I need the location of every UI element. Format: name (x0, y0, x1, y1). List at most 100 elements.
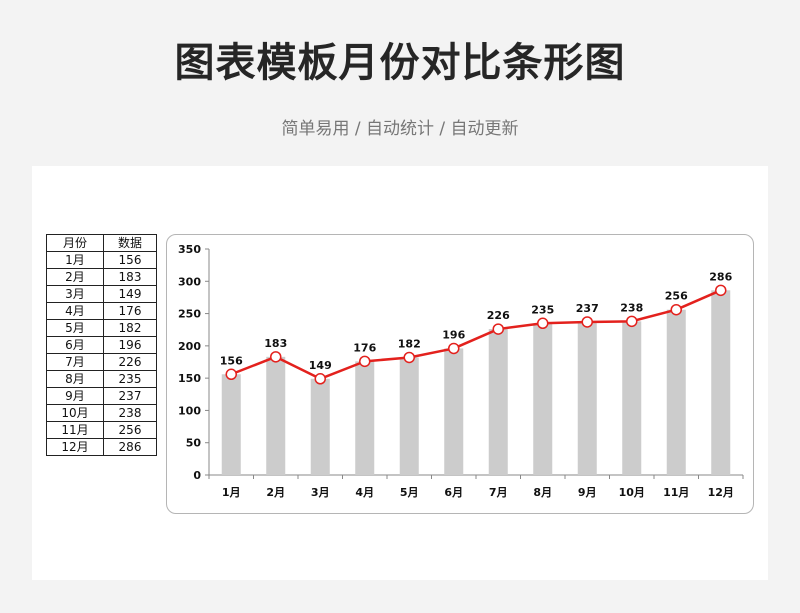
bar (221, 374, 241, 475)
table-body: 1月 156 2月 183 3月 149 4月 176 5月 182 6月 196 7月 226 8月 235… (46, 251, 157, 456)
value-cell: 238 (103, 404, 157, 422)
data-table: 月份 数据 1月 156 2月 183 3月 149 4月 176 5月 182 6月 196 7月 22… (46, 234, 157, 456)
value-cell: 286 (103, 438, 157, 456)
table-row: 2月 183 (46, 268, 157, 286)
line-point (270, 351, 282, 363)
table-header-row: 月份 数据 (46, 234, 157, 252)
value-cell: 196 (103, 336, 157, 354)
line-point (403, 351, 415, 364)
content-card: 月份 数据 1月 156 2月 183 3月 149 4月 176 5月 182 6月 196 7月 22… (32, 166, 768, 580)
line-point (670, 303, 682, 316)
table-row: 7月 226 (46, 353, 157, 371)
table-row: 4月 176 (46, 302, 157, 320)
month-cell: 11月 (46, 421, 104, 439)
value-cell: 182 (103, 319, 157, 337)
bar (355, 361, 375, 475)
bar (444, 348, 464, 475)
line-point (359, 355, 371, 368)
bar (533, 323, 553, 475)
bar (310, 378, 330, 475)
month-cell: 3月 (46, 285, 104, 303)
bar (488, 329, 508, 475)
x-tick-label: 2月 (266, 486, 285, 499)
value-cell: 237 (103, 387, 157, 405)
line-point (492, 323, 504, 335)
y-tick-label: 350 (178, 243, 201, 256)
bar (577, 321, 597, 475)
y-tick-label: 300 (178, 275, 201, 288)
data-label: 149 (309, 359, 332, 372)
month-cell: 9月 (46, 387, 104, 405)
chart-frame: 0 50 100 150 200 250 300 350 1月 2月 3月 4月 5月 6月 7月 8月 9月 1… (166, 234, 754, 514)
table-row: 9月 237 (46, 387, 157, 405)
data-label: 183 (264, 337, 287, 350)
y-tick-label: 200 (178, 340, 201, 353)
month-column-header: 月份 (46, 234, 104, 252)
combo-chart: 0 50 100 150 200 250 300 350 1月 2月 3月 4月 5月 6月 7月 8月 9月 1… (178, 243, 744, 499)
line-point (715, 284, 727, 297)
x-tick-label: 8月 (533, 486, 552, 499)
y-tick-label: 250 (178, 308, 201, 321)
table-row: 11月 256 (46, 421, 157, 439)
x-tick-label: 9月 (578, 486, 597, 499)
table-row: 10月 238 (46, 404, 157, 422)
y-tick-label: 150 (178, 372, 201, 385)
data-label: 237 (576, 302, 599, 315)
bar (266, 356, 286, 475)
line-point (581, 316, 593, 328)
table-row: 5月 182 (46, 319, 157, 337)
data-label: 256 (665, 290, 688, 303)
value-cell: 235 (103, 370, 157, 388)
bar (622, 321, 642, 475)
page-title: 图表模板月份对比条形图 (174, 40, 626, 86)
data-label: 235 (531, 303, 554, 316)
bar (399, 357, 419, 475)
month-cell: 5月 (46, 319, 104, 337)
x-tick-label: 7月 (489, 486, 508, 499)
data-label: 182 (398, 337, 421, 350)
line-point (537, 317, 549, 330)
y-tick-label: 50 (186, 437, 202, 450)
value-cell: 149 (103, 285, 157, 303)
line-point (626, 315, 638, 328)
table-row: 12月 286 (46, 438, 157, 456)
data-label: 156 (220, 354, 243, 367)
data-label: 226 (487, 309, 510, 322)
month-cell: 4月 (46, 302, 104, 320)
y-tick-label: 100 (178, 404, 201, 417)
month-cell: 7月 (46, 353, 104, 371)
value-cell: 156 (103, 251, 157, 269)
month-cell: 8月 (46, 370, 104, 388)
x-tick-label: 5月 (400, 486, 419, 499)
value-cell: 226 (103, 353, 157, 371)
month-cell: 10月 (46, 404, 104, 422)
x-tick-label: 11月 (663, 486, 689, 499)
x-tick-label: 3月 (311, 486, 330, 499)
page-subtitle: 简单易用 / 自动统计 / 自动更新 (281, 119, 519, 139)
series-line (230, 289, 722, 381)
table-row: 6月 196 (46, 336, 157, 354)
x-tick-label: 4月 (355, 486, 374, 499)
x-tick-label: 12月 (708, 486, 734, 499)
line-point (225, 368, 237, 381)
bar (711, 290, 731, 475)
data-label: 286 (709, 270, 732, 283)
table-row: 3月 149 (46, 285, 157, 303)
y-tick-label: 0 (193, 469, 201, 482)
data-label: 176 (353, 341, 376, 354)
line-point (314, 373, 326, 385)
value-cell: 183 (103, 268, 157, 286)
data-label: 238 (620, 301, 643, 314)
table-row: 8月 235 (46, 370, 157, 388)
table-row: 1月 156 (46, 251, 157, 269)
line-point (448, 342, 460, 355)
x-tick-label: 6月 (444, 486, 463, 499)
value-cell: 256 (103, 421, 157, 439)
x-tick-label: 1月 (222, 486, 241, 499)
month-cell: 6月 (46, 336, 104, 354)
month-cell: 1月 (46, 251, 104, 269)
month-cell: 2月 (46, 268, 104, 286)
data-label: 196 (442, 328, 465, 341)
value-column-header: 数据 (103, 234, 157, 252)
value-cell: 176 (103, 302, 157, 320)
